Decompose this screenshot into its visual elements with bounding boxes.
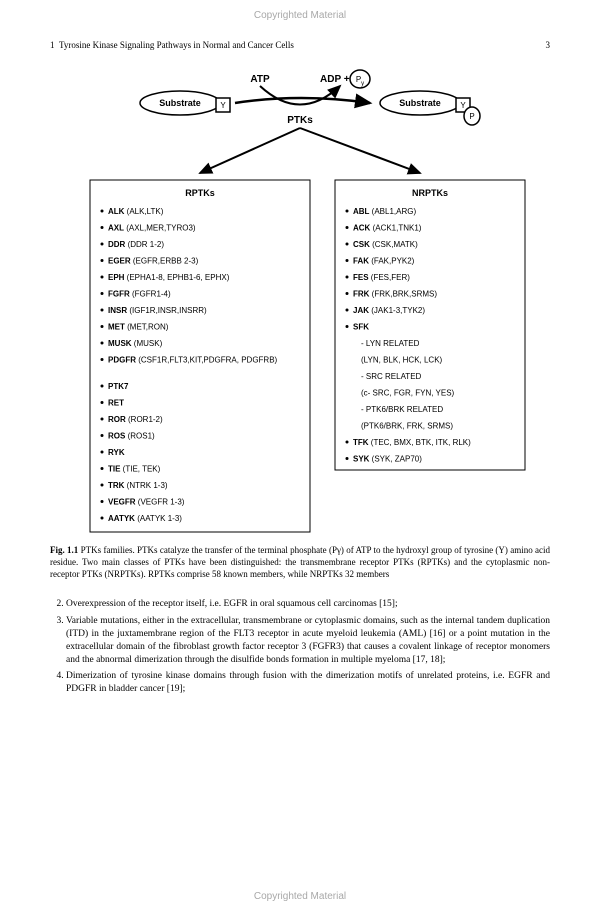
svg-text:RPTKs: RPTKs: [185, 188, 215, 198]
figure-caption: Fig. 1.1 PTKs families. PTKs catalyze th…: [50, 544, 550, 580]
svg-text:TFK (TEC, BMX, BTK, ITK, RLK): TFK (TEC, BMX, BTK, ITK, RLK): [353, 438, 471, 447]
svg-text:INSR (IGF1R,INSR,INSRR): INSR (IGF1R,INSR,INSRR): [108, 306, 207, 315]
svg-text:(PTK6/BRK, FRK, SRMS): (PTK6/BRK, FRK, SRMS): [361, 422, 453, 431]
svg-text:EGER (EGFR,ERBB 2-3): EGER (EGFR,ERBB 2-3): [108, 257, 199, 266]
figure-label: Fig. 1.1: [50, 545, 78, 555]
svg-text:FAK (FAK,PYK2): FAK (FAK,PYK2): [353, 257, 415, 266]
svg-text:(LYN, BLK, HCK, LCK): (LYN, BLK, HCK, LCK): [361, 356, 443, 365]
svg-text:Y: Y: [220, 101, 226, 110]
list-item: Variable mutations, either in the extrac…: [66, 615, 550, 667]
svg-text:- LYN RELATED: - LYN RELATED: [361, 339, 420, 348]
chapter-number: 1: [50, 40, 55, 50]
running-head-left: 1 Tyrosine Kinase Signaling Pathways in …: [50, 40, 294, 50]
svg-text:ATP: ATP: [250, 74, 270, 85]
svg-text:ROS (ROS1): ROS (ROS1): [108, 432, 155, 441]
ptk-diagram: SubstrateYSubstrateYPATPADP +PyPTKsRPTKs…: [50, 68, 550, 538]
svg-text:- SRC RELATED: - SRC RELATED: [361, 372, 422, 381]
svg-text:RET: RET: [108, 399, 124, 408]
svg-text:ABL (ABL1,ARG): ABL (ABL1,ARG): [353, 207, 416, 216]
svg-text:ACK (ACK1,TNK1): ACK (ACK1,TNK1): [353, 224, 422, 233]
copyright-bottom: Copyrighted Material: [0, 891, 600, 902]
svg-text:SFK: SFK: [353, 323, 369, 332]
svg-text:MUSK (MUSK): MUSK (MUSK): [108, 339, 163, 348]
svg-text:CSK (CSK,MATK): CSK (CSK,MATK): [353, 240, 418, 249]
svg-text:(c- SRC, FGR, FYN, YES): (c- SRC, FGR, FYN, YES): [361, 389, 455, 398]
svg-text:P: P: [469, 112, 474, 121]
svg-text:FRK (FRK,BRK,SRMS): FRK (FRK,BRK,SRMS): [353, 290, 437, 299]
svg-text:RYK: RYK: [108, 448, 125, 457]
svg-text:ALK (ALK,LTK): ALK (ALK,LTK): [108, 207, 164, 216]
page-number: 3: [546, 40, 551, 50]
svg-text:EPH (EPHA1-8, EPHB1-6, EPHX): EPH (EPHA1-8, EPHB1-6, EPHX): [108, 273, 230, 282]
svg-text:Substrate: Substrate: [399, 98, 441, 108]
svg-text:ADP +: ADP +: [320, 74, 350, 85]
svg-text:VEGFR (VEGFR 1-3): VEGFR (VEGFR 1-3): [108, 498, 185, 507]
list-item: Overexpression of the receptor itself, i…: [66, 598, 550, 611]
svg-text:AATYK (AATYK 1-3): AATYK (AATYK 1-3): [108, 514, 182, 523]
svg-text:Substrate: Substrate: [159, 98, 201, 108]
page: Copyrighted Material 1 Tyrosine Kinase S…: [0, 0, 600, 910]
svg-text:JAK (JAK1-3,TYK2): JAK (JAK1-3,TYK2): [353, 306, 425, 315]
numbered-list: Overexpression of the receptor itself, i…: [50, 598, 550, 696]
svg-text:FGFR (FGFR1-4): FGFR (FGFR1-4): [108, 290, 171, 299]
svg-text:NRPTKs: NRPTKs: [412, 188, 448, 198]
svg-text:SYK (SYK, ZAP70): SYK (SYK, ZAP70): [353, 455, 422, 464]
svg-text:Y: Y: [460, 101, 466, 110]
svg-text:ROR (ROR1-2): ROR (ROR1-2): [108, 415, 163, 424]
svg-text:- PTK6/BRK RELATED: - PTK6/BRK RELATED: [361, 405, 443, 414]
svg-text:PTK7: PTK7: [108, 382, 129, 391]
copyright-top: Copyrighted Material: [0, 10, 600, 21]
svg-text:MET (MET,RON): MET (MET,RON): [108, 323, 169, 332]
svg-text:TRK (NTRK 1-3): TRK (NTRK 1-3): [108, 481, 168, 490]
svg-text:FES (FES,FER): FES (FES,FER): [353, 273, 410, 282]
running-head: 1 Tyrosine Kinase Signaling Pathways in …: [50, 40, 550, 50]
svg-text:PTKs: PTKs: [287, 115, 313, 126]
svg-text:TIE (TIE, TEK): TIE (TIE, TEK): [108, 465, 161, 474]
chapter-title: Tyrosine Kinase Signaling Pathways in No…: [59, 40, 294, 50]
svg-text:AXL (AXL,MER,TYRO3): AXL (AXL,MER,TYRO3): [108, 224, 196, 233]
svg-text:PDGFR (CSF1R,FLT3,KIT,PDGFRA,: PDGFR (CSF1R,FLT3,KIT,PDGFRA, PDGFRB): [108, 356, 278, 365]
figure-caption-text: PTKs families. PTKs catalyze the transfe…: [50, 545, 550, 579]
body-text: Overexpression of the receptor itself, i…: [50, 598, 550, 696]
svg-text:DDR (DDR 1-2): DDR (DDR 1-2): [108, 240, 164, 249]
list-item: Dimerization of tyrosine kinase domains …: [66, 670, 550, 696]
